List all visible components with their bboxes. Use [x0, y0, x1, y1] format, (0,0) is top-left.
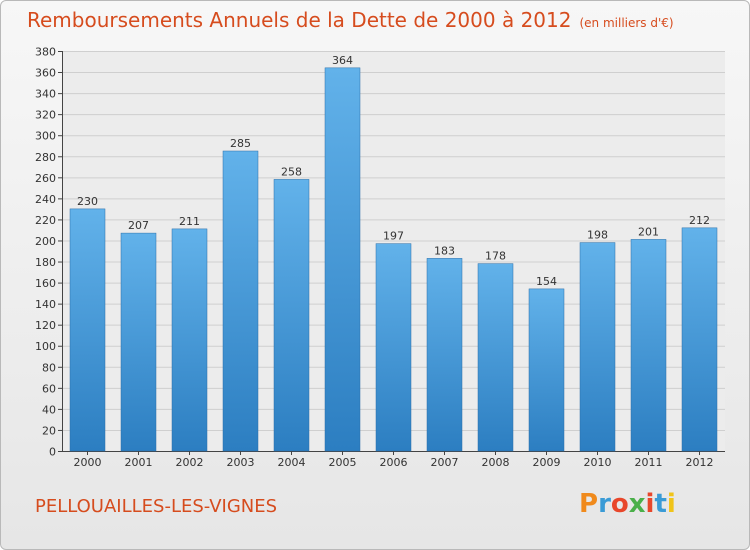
- data-label: 178: [485, 250, 506, 263]
- logo-letter: t: [654, 489, 667, 519]
- y-tick-label: 240: [35, 193, 56, 206]
- bar: [69, 208, 106, 452]
- logo-letter: P: [579, 489, 599, 519]
- data-label: 212: [689, 214, 710, 227]
- bar: [120, 232, 157, 452]
- x-tick-label: 2008: [482, 456, 510, 469]
- logo-letter: r: [598, 489, 611, 519]
- y-tick-label: 80: [42, 361, 56, 374]
- y-tick-label: 40: [42, 403, 56, 416]
- bar: [171, 228, 208, 452]
- chart-title: Remboursements Annuels de la Dette de 20…: [27, 8, 674, 32]
- y-tick-label: 260: [35, 172, 56, 185]
- data-label: 154: [536, 275, 557, 288]
- y-tick-label: 380: [35, 46, 56, 59]
- data-label: 230: [77, 195, 98, 208]
- bar: [579, 242, 616, 452]
- y-tick-label: 0: [49, 446, 56, 459]
- y-tick-label: 320: [35, 109, 56, 122]
- y-tick-label: 140: [35, 298, 56, 311]
- x-tick-label: 2004: [278, 456, 306, 469]
- x-tick-label: 2010: [584, 456, 612, 469]
- y-tick-label: 120: [35, 319, 56, 332]
- data-label: 258: [281, 165, 302, 178]
- bar: [375, 243, 412, 452]
- y-tick-label: 160: [35, 277, 56, 290]
- chart-unit: (en milliers d'€): [579, 16, 674, 30]
- x-tick-label: 2002: [176, 456, 204, 469]
- y-tick-label: 20: [42, 424, 56, 437]
- bar: [528, 288, 565, 452]
- chart-title-text: Remboursements Annuels de la Dette de 20…: [27, 8, 572, 32]
- data-label: 285: [230, 137, 251, 150]
- proxiti-logo[interactable]: Proxiti: [579, 489, 676, 519]
- x-tick-label: 2012: [686, 456, 714, 469]
- y-tick-label: 300: [35, 130, 56, 143]
- bar: [426, 258, 463, 452]
- x-tick-label: 2007: [431, 456, 459, 469]
- x-tick-label: 2003: [227, 456, 255, 469]
- x-tick-label: 2000: [74, 456, 102, 469]
- x-tick-label: 2005: [329, 456, 357, 469]
- y-tick-label: 180: [35, 256, 56, 269]
- y-tick-label: 360: [35, 67, 56, 80]
- x-tick-label: 2009: [533, 456, 561, 469]
- y-tick-label: 100: [35, 340, 56, 353]
- data-label: 198: [587, 229, 608, 242]
- logo-letter: i: [666, 489, 676, 519]
- y-tick-label: 220: [35, 214, 56, 227]
- y-tick-label: 200: [35, 235, 56, 248]
- y-tick-label: 60: [42, 382, 56, 395]
- y-tick-label: 340: [35, 88, 56, 101]
- data-label: 201: [638, 225, 659, 238]
- logo-letter: x: [628, 489, 646, 519]
- data-label: 207: [128, 219, 149, 232]
- bar: [222, 150, 259, 452]
- data-label: 364: [332, 54, 353, 67]
- bar: [324, 67, 361, 452]
- data-label: 197: [383, 230, 404, 243]
- logo-letter: i: [645, 489, 655, 519]
- x-tick-label: 2001: [125, 456, 153, 469]
- y-tick-label: 280: [35, 151, 56, 164]
- bar: [681, 227, 718, 452]
- commune-name: PELLOUAILLES-LES-VIGNES: [35, 496, 278, 517]
- x-tick-label: 2006: [380, 456, 408, 469]
- x-tick-label: 2011: [635, 456, 663, 469]
- logo-letter: o: [610, 489, 629, 519]
- data-label: 211: [179, 215, 200, 228]
- bar: [273, 179, 310, 452]
- bar: [630, 239, 667, 452]
- bar: [477, 263, 514, 452]
- data-label: 183: [434, 244, 455, 257]
